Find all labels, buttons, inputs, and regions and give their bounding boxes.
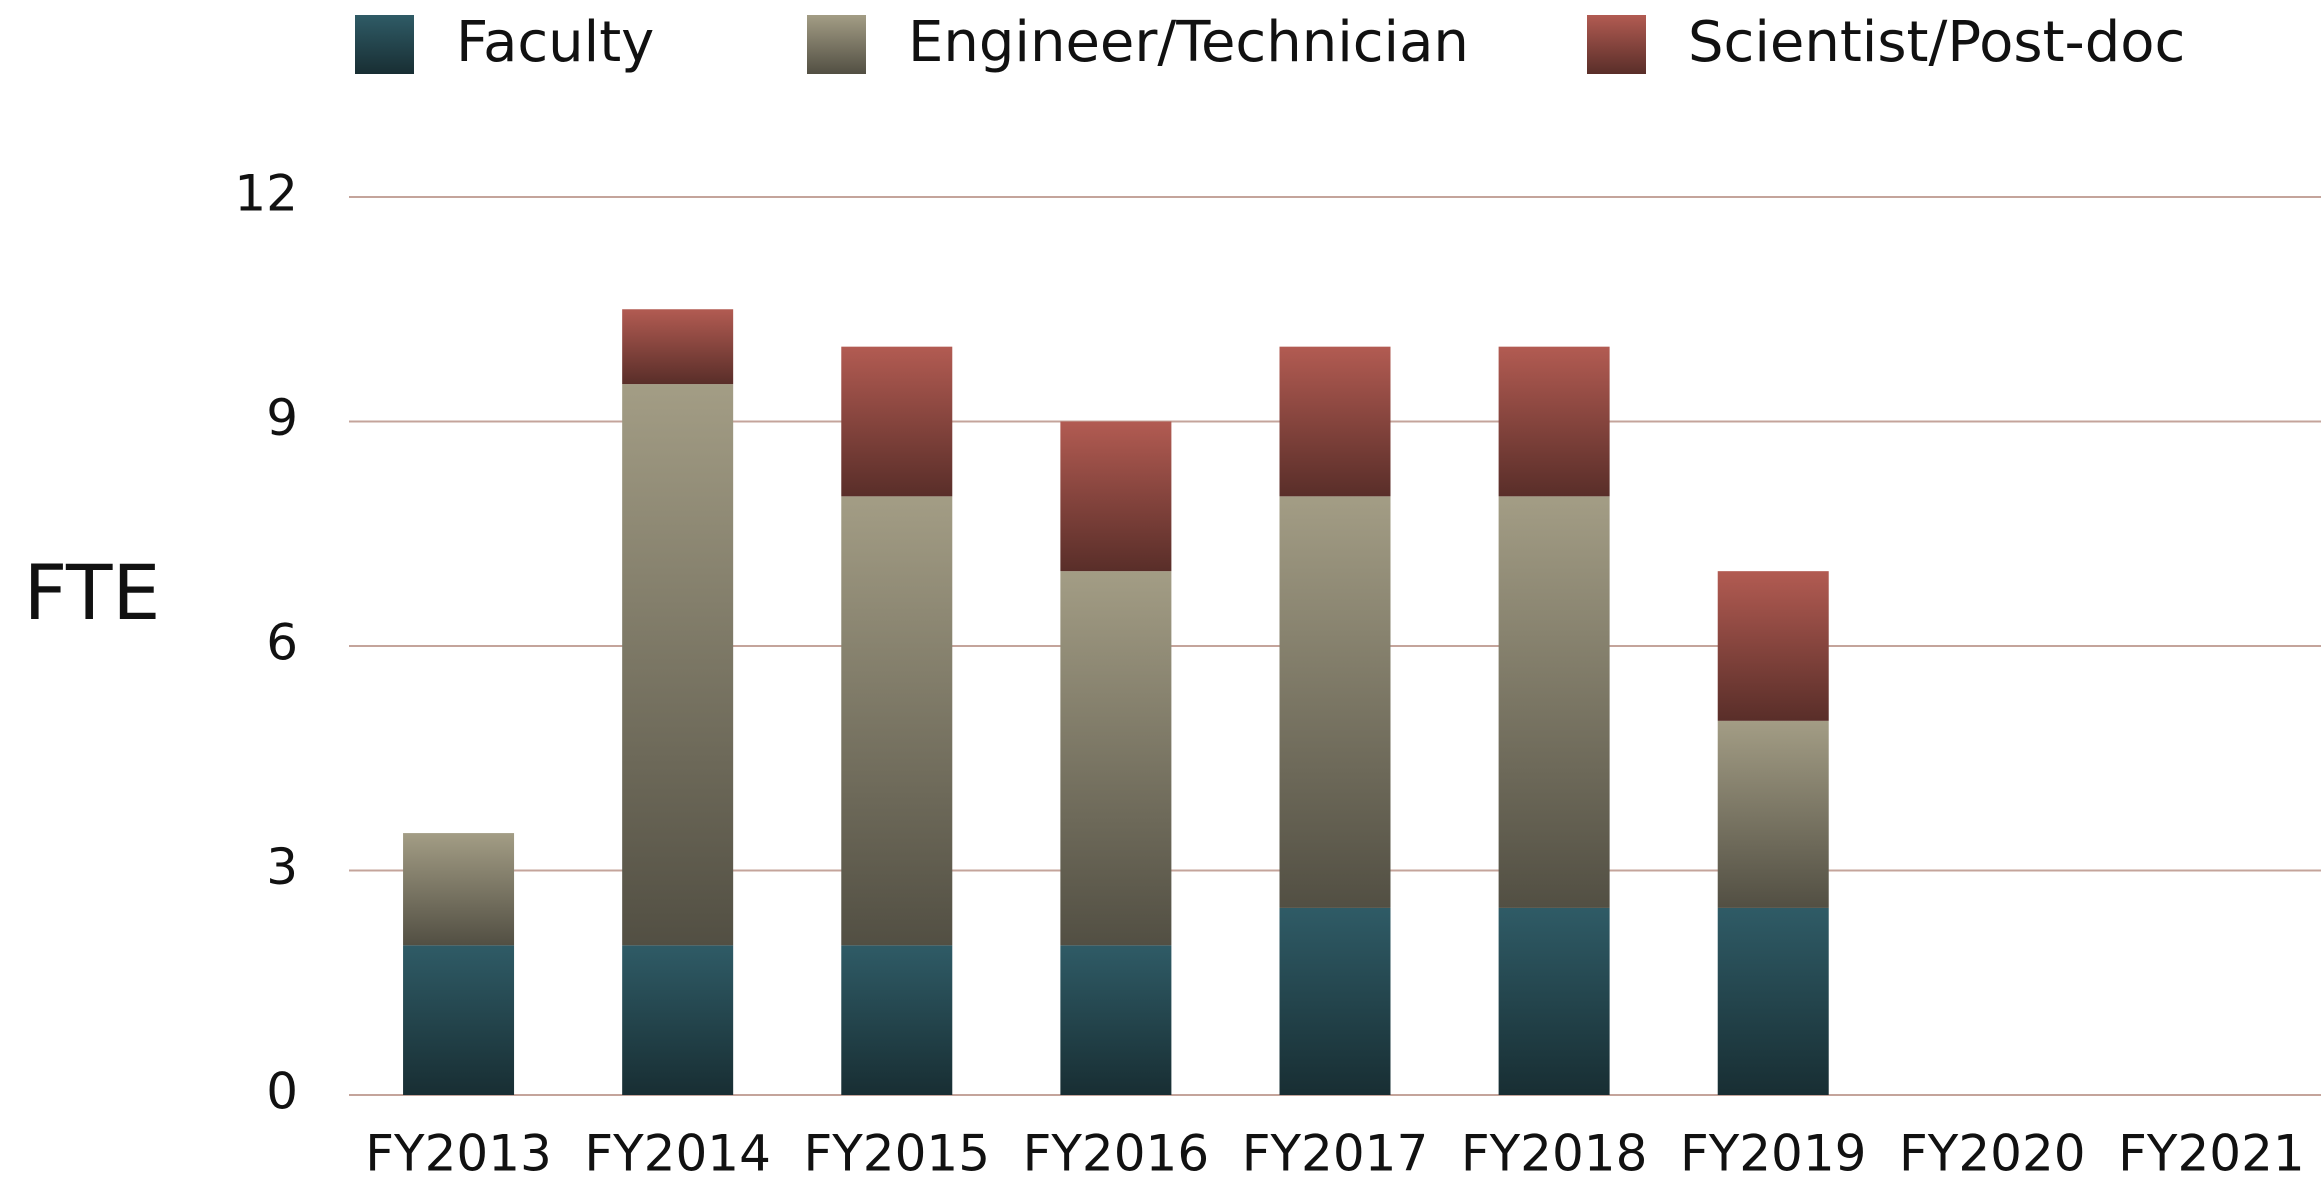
x-tick-label: FY2018 [1461, 1125, 1648, 1182]
x-tick-label: FY2016 [1023, 1125, 1210, 1182]
y-tick-label: 6 [266, 614, 298, 672]
bar-segment [1279, 346, 1391, 497]
x-tick-label: FY2020 [1899, 1125, 2086, 1182]
legend-swatch [355, 15, 414, 74]
legend-swatch [1587, 15, 1646, 74]
bar-segment [1498, 907, 1610, 1095]
bar-segment [1060, 421, 1172, 572]
bar-segment [841, 945, 953, 1095]
x-tick-label: FY2021 [2118, 1125, 2305, 1182]
bar-segment [622, 945, 734, 1095]
bar-segment [1498, 496, 1610, 908]
bar-segment [1060, 945, 1172, 1095]
bar-segment [841, 496, 953, 946]
x-tick-label: FY2015 [803, 1125, 990, 1182]
bar-segment [1060, 571, 1172, 946]
bar-segment [403, 945, 515, 1095]
bar-segment [1717, 571, 1829, 721]
y-axis-label: FTE [24, 548, 161, 637]
legend-label: Scientist/Post-doc [1688, 10, 2185, 75]
y-tick-label: 9 [266, 389, 298, 447]
y-tick-label: 0 [266, 1063, 298, 1121]
bar-segment [841, 346, 953, 497]
bar-segment [1717, 907, 1829, 1095]
bar-segment [1717, 720, 1829, 908]
y-tick-label: 3 [266, 838, 298, 896]
x-tick-label: FY2019 [1680, 1125, 1867, 1182]
x-tick-label: FY2014 [584, 1125, 771, 1182]
legend-label: Faculty [456, 10, 654, 75]
bar-segment [622, 309, 734, 385]
x-tick-label: FY2017 [1242, 1125, 1429, 1182]
legend-swatch [807, 15, 866, 74]
bar-segment [1498, 346, 1610, 497]
bar-segment [1279, 496, 1391, 908]
bar-segment [403, 833, 515, 946]
bar-segment [1279, 907, 1391, 1095]
bar-segment [622, 384, 734, 946]
legend-label: Engineer/Technician [908, 10, 1469, 75]
x-tick-label: FY2013 [365, 1125, 552, 1182]
y-tick-label: 12 [234, 165, 298, 223]
